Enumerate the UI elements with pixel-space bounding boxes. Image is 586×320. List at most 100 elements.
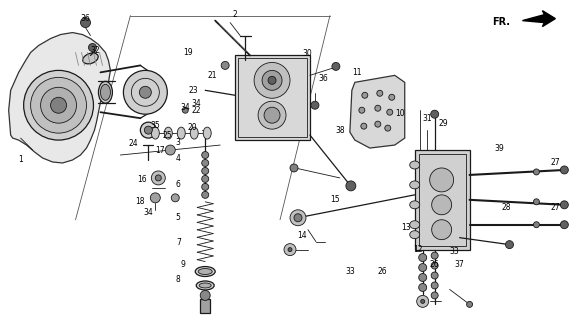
Circle shape xyxy=(290,164,298,172)
Text: 21: 21 xyxy=(207,71,217,80)
Circle shape xyxy=(533,169,540,175)
Circle shape xyxy=(432,220,452,240)
Circle shape xyxy=(533,199,540,205)
Circle shape xyxy=(431,110,439,118)
Text: 32: 32 xyxy=(91,46,100,55)
Text: 37: 37 xyxy=(455,260,465,269)
Text: 20: 20 xyxy=(188,123,197,132)
Bar xyxy=(200,300,210,313)
Text: 35: 35 xyxy=(151,121,160,130)
Circle shape xyxy=(139,86,151,98)
Circle shape xyxy=(264,107,280,123)
Text: 34: 34 xyxy=(192,99,201,108)
Text: 25: 25 xyxy=(162,131,172,140)
Circle shape xyxy=(332,62,340,70)
Circle shape xyxy=(377,90,383,96)
Circle shape xyxy=(288,248,292,252)
Ellipse shape xyxy=(195,267,215,276)
Circle shape xyxy=(431,272,438,279)
Circle shape xyxy=(421,300,425,303)
Ellipse shape xyxy=(410,161,420,169)
Text: 16: 16 xyxy=(138,175,147,184)
Text: 39: 39 xyxy=(495,144,505,153)
Ellipse shape xyxy=(410,181,420,189)
Circle shape xyxy=(200,291,210,300)
Circle shape xyxy=(268,76,276,84)
Text: 34: 34 xyxy=(180,103,190,112)
Circle shape xyxy=(389,94,395,100)
Text: 5: 5 xyxy=(176,213,180,222)
Circle shape xyxy=(430,168,454,192)
Ellipse shape xyxy=(203,127,211,139)
Text: 26: 26 xyxy=(430,260,440,269)
Circle shape xyxy=(124,70,167,114)
Ellipse shape xyxy=(178,127,185,139)
Circle shape xyxy=(419,253,427,261)
Circle shape xyxy=(560,221,568,229)
Circle shape xyxy=(431,292,438,299)
Circle shape xyxy=(155,175,161,181)
Circle shape xyxy=(202,175,209,182)
Circle shape xyxy=(533,222,540,228)
Circle shape xyxy=(506,241,513,249)
Text: 36: 36 xyxy=(318,74,328,83)
Circle shape xyxy=(80,18,90,28)
Circle shape xyxy=(202,191,209,198)
Text: 31: 31 xyxy=(423,114,432,123)
Circle shape xyxy=(151,193,161,203)
Circle shape xyxy=(144,126,152,134)
Text: 24: 24 xyxy=(128,139,138,148)
Circle shape xyxy=(30,77,87,133)
Circle shape xyxy=(375,105,381,111)
Circle shape xyxy=(419,264,427,271)
Circle shape xyxy=(258,101,286,129)
Polygon shape xyxy=(523,11,556,27)
Ellipse shape xyxy=(164,127,172,139)
Circle shape xyxy=(88,44,97,52)
Text: 29: 29 xyxy=(439,119,448,128)
Ellipse shape xyxy=(410,231,420,239)
Circle shape xyxy=(262,70,282,90)
Circle shape xyxy=(254,62,290,98)
Circle shape xyxy=(202,159,209,166)
Text: 17: 17 xyxy=(155,146,165,155)
Circle shape xyxy=(359,107,365,113)
Circle shape xyxy=(419,274,427,282)
Circle shape xyxy=(560,166,568,174)
Text: 27: 27 xyxy=(551,158,560,167)
Text: 3: 3 xyxy=(176,138,180,147)
Circle shape xyxy=(221,61,229,69)
Ellipse shape xyxy=(196,281,214,290)
Text: 7: 7 xyxy=(176,238,180,247)
Circle shape xyxy=(50,97,67,113)
Circle shape xyxy=(346,181,356,191)
Circle shape xyxy=(290,210,306,226)
Text: 38: 38 xyxy=(335,126,345,135)
Text: 10: 10 xyxy=(395,109,404,118)
Circle shape xyxy=(431,282,438,289)
Polygon shape xyxy=(9,33,110,163)
Text: 9: 9 xyxy=(181,260,186,269)
Circle shape xyxy=(182,107,188,113)
Text: 6: 6 xyxy=(176,180,180,189)
Circle shape xyxy=(165,145,175,155)
Circle shape xyxy=(284,244,296,256)
Bar xyxy=(235,55,310,140)
Circle shape xyxy=(362,92,368,98)
Text: 26: 26 xyxy=(378,267,387,276)
Circle shape xyxy=(202,167,209,174)
Text: 19: 19 xyxy=(183,48,193,57)
Text: 14: 14 xyxy=(297,231,307,240)
Text: 23: 23 xyxy=(189,86,198,95)
Circle shape xyxy=(202,183,209,190)
Ellipse shape xyxy=(199,283,211,288)
Text: FR.: FR. xyxy=(492,17,510,27)
Ellipse shape xyxy=(410,221,420,229)
Text: 18: 18 xyxy=(135,197,145,206)
Text: 2: 2 xyxy=(233,10,237,19)
Text: 13: 13 xyxy=(401,223,411,232)
Text: 33: 33 xyxy=(449,247,459,256)
Ellipse shape xyxy=(190,127,198,139)
Text: 1: 1 xyxy=(18,156,23,164)
Circle shape xyxy=(375,121,381,127)
